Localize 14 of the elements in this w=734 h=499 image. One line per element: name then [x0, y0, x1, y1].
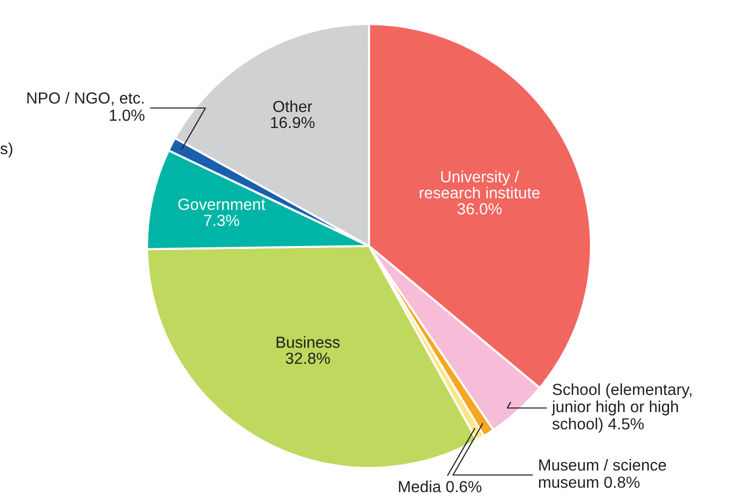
- slice-label: Media 0.6%: [398, 480, 482, 492]
- data-label: 16.9%: [271, 116, 315, 128]
- data-label: 32.8%: [286, 352, 330, 364]
- data-label: 7.3%: [204, 214, 240, 226]
- slice-label: Business: [276, 336, 340, 348]
- slice-label: Government: [178, 198, 266, 210]
- slice-label: School (elementary, junior high or high school) 4.5%: [552, 383, 692, 433]
- slice-label: Other: [273, 100, 312, 112]
- data-label: 36.0%: [458, 203, 502, 214]
- slice-label: University / research institute: [420, 170, 540, 198]
- slice-label: NPO / NGO, etc.: [27, 92, 144, 106]
- data-label: 1.0%: [110, 110, 144, 121]
- slice-label: Museum / science museum 0.8%: [539, 458, 666, 488]
- text: s): [0, 142, 12, 158]
